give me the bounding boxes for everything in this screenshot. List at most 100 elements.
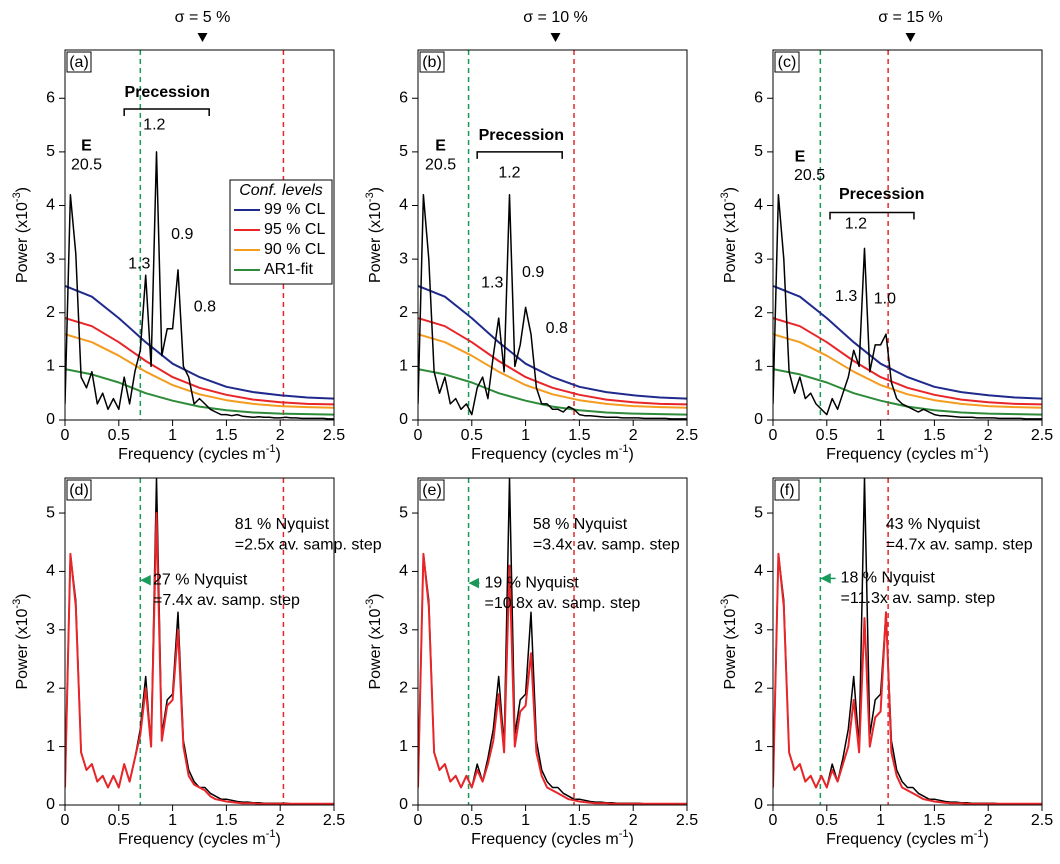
legend-box xyxy=(229,179,333,285)
series-line xyxy=(418,194,687,420)
x-tick-label: 1.5 xyxy=(215,812,237,829)
y-tick-label: 3 xyxy=(754,250,763,267)
series-group xyxy=(65,478,334,805)
y-tick-label: 5 xyxy=(46,143,55,160)
annotation: =3.4x av. samp. step xyxy=(533,536,680,553)
x-axis-label-part: ) xyxy=(276,831,281,848)
column-header: σ = 5 % xyxy=(175,9,231,26)
annotation: 20.5 xyxy=(794,167,825,184)
y-tick-label: 0 xyxy=(754,411,763,428)
legend-label: 90 % CL xyxy=(264,241,325,258)
y-axis-label-part: Power (x10 xyxy=(14,608,31,689)
annotation: 1.2 xyxy=(498,165,520,182)
y-axis-label: Power (x10-3) xyxy=(719,187,739,283)
annotation: 1.2 xyxy=(143,116,165,133)
y-tick-label: 3 xyxy=(754,621,763,638)
x-axis-label: Frequency (cycles m-1) xyxy=(471,828,634,848)
x-tick-label: 1 xyxy=(876,427,885,444)
x-tick-label: 1.5 xyxy=(215,427,237,444)
legend-label: AR1-fit xyxy=(264,261,313,278)
annotation: 1.2 xyxy=(845,215,867,232)
annotation: =7.4x av. samp. step xyxy=(153,592,300,609)
plot-frame xyxy=(417,49,688,421)
x-axis-label-part: -1 xyxy=(974,828,984,840)
panel-label-box xyxy=(774,51,800,73)
annotation: 0.8 xyxy=(194,299,216,316)
x-tick-label: 0.5 xyxy=(108,812,130,829)
annotation: Precession xyxy=(479,127,564,144)
bracket xyxy=(123,108,210,116)
series-line xyxy=(65,317,334,406)
bracket xyxy=(829,211,915,220)
x-axis-label-part: -1 xyxy=(974,443,984,455)
y-tick-label: 2 xyxy=(46,304,55,321)
y-tick-label: 6 xyxy=(399,89,408,106)
panel-label: (f) xyxy=(779,482,794,499)
x-tick-label: 2 xyxy=(276,427,285,444)
y-axis-label-part: -3 xyxy=(719,192,731,202)
series-line xyxy=(65,512,334,805)
panel-label-box xyxy=(66,479,92,501)
annotation: =10.8x av. samp. step xyxy=(484,595,640,612)
y-axis-label-part: ) xyxy=(367,187,384,192)
y-tick-label: 2 xyxy=(754,679,763,696)
series-group xyxy=(773,478,1042,805)
x-tick-label: 1 xyxy=(168,812,177,829)
panel-label: (e) xyxy=(422,482,442,499)
series-group xyxy=(65,151,334,420)
legend-title: Conf. levels xyxy=(239,182,323,199)
annotation: 0.9 xyxy=(171,226,193,243)
series-group xyxy=(418,194,687,420)
y-tick-label: 3 xyxy=(399,621,408,638)
annotation: =2.5x av. samp. step xyxy=(235,536,382,553)
annotation: 20.5 xyxy=(71,157,102,174)
y-tick-label: 0 xyxy=(399,411,408,428)
series-line xyxy=(65,284,334,400)
x-tick-label: 0.5 xyxy=(816,427,838,444)
x-axis-label: Frequency (cycles m-1) xyxy=(471,443,634,463)
annotation: Precession xyxy=(125,84,210,101)
x-axis-label-part: -1 xyxy=(266,828,276,840)
x-tick-label: 0 xyxy=(769,812,778,829)
series-line xyxy=(418,333,687,409)
panel: 0 0.5 1 1.5 2 2.5 0 1 2 3 4 5 Frequency (cycles m-1)… xyxy=(719,477,1053,848)
plot-frame xyxy=(64,477,335,806)
y-axis-label: Power (x10-3) xyxy=(719,593,739,689)
annotation: 0.9 xyxy=(522,264,544,281)
annotation: =4.7x av. samp. step xyxy=(886,536,1033,553)
x-tick-label: 1.5 xyxy=(923,427,945,444)
annotation: 81 % Nyquist xyxy=(235,516,330,533)
x-axis-label-part: ) xyxy=(629,446,634,463)
y-tick-label: 1 xyxy=(754,738,763,755)
x-tick-label: 2 xyxy=(984,427,993,444)
panel: σ = 10 % 0 0.5 1 1.5 2 2.5 0 1 2 3 4 5 6 Frequency (cy… xyxy=(364,9,698,463)
x-axis-label-part: Frequency (cycles m xyxy=(471,446,619,463)
x-tick-label: 0 xyxy=(769,427,778,444)
y-tick-label: 3 xyxy=(46,250,55,267)
y-tick-label: 0 xyxy=(46,411,55,428)
series-line xyxy=(773,368,1042,416)
annotation: 1.3 xyxy=(128,256,150,273)
x-tick-label: 2 xyxy=(984,812,993,829)
y-tick-label: 0 xyxy=(46,796,55,813)
series-line xyxy=(65,333,334,409)
annotation: E xyxy=(435,138,446,155)
y-tick-label: 2 xyxy=(399,304,408,321)
series-line xyxy=(418,368,687,416)
annotation: 20.5 xyxy=(425,157,456,174)
panel-label-box xyxy=(66,51,92,73)
x-tick-label: 2.5 xyxy=(323,812,345,829)
y-axis-label-part: -3 xyxy=(364,192,376,202)
y-axis-label: Power (x10-3) xyxy=(364,187,384,283)
x-tick-label: 2.5 xyxy=(676,812,698,829)
annotation: 27 % Nyquist xyxy=(153,571,248,588)
annotation: 1.3 xyxy=(481,274,503,291)
annotation: E xyxy=(795,148,806,165)
header-marker xyxy=(550,33,561,42)
panel-label-box xyxy=(419,51,445,73)
y-tick-label: 5 xyxy=(399,504,408,521)
y-tick-label: 6 xyxy=(754,89,763,106)
x-tick-label: 1.5 xyxy=(568,427,590,444)
y-tick-label: 5 xyxy=(399,143,408,160)
x-tick-label: 2 xyxy=(629,812,638,829)
